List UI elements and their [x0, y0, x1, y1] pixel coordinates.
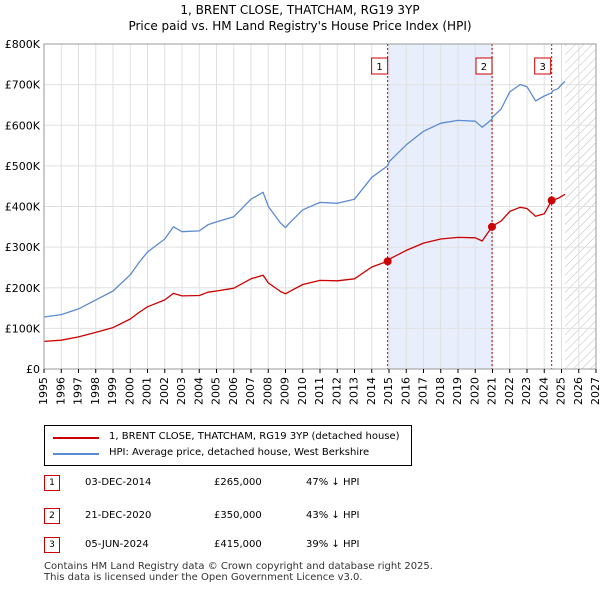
x-tick-label: 2000 — [123, 377, 136, 405]
x-tick-label: 2010 — [296, 377, 309, 405]
y-tick-label: £800K — [5, 38, 41, 51]
y-tick-label: £600K — [5, 119, 41, 132]
sale-price-3: £415,000 — [214, 539, 262, 550]
sale-badges: 1 2 3 — [371, 57, 552, 75]
x-tick-label: 2020 — [468, 377, 481, 405]
x-tick-label: 2023 — [520, 377, 533, 405]
y-tick-label: £500K — [5, 160, 41, 173]
x-tick-label: 2027 — [589, 377, 600, 405]
x-tick-label: 2002 — [158, 377, 171, 405]
y-tick-label: £300K — [5, 241, 41, 254]
x-tick-label: 2025 — [555, 377, 568, 405]
hpi-line — [43, 80, 566, 318]
chart-badge-box-1 — [371, 57, 389, 75]
legend-label-property: 1, BRENT CLOSE, THATCHAM, RG19 3YP (deta… — [109, 431, 400, 442]
sale-hpi-2: 43% ↓ HPI — [306, 510, 360, 521]
x-tick-label: 2006 — [227, 377, 240, 405]
property-line — [43, 193, 566, 343]
x-tick-label: 2011 — [313, 377, 326, 405]
sale-date-1: 03-DEC-2014 — [85, 477, 152, 488]
legend-swatch-property — [53, 437, 99, 439]
legend-swatch-hpi — [53, 453, 99, 455]
x-tick-label: 2005 — [210, 377, 223, 405]
sale-point-2 — [487, 222, 496, 231]
x-tick-label: 2007 — [244, 377, 257, 405]
x-tick-label: 2009 — [279, 377, 292, 405]
x-tick-label: 2003 — [175, 377, 188, 405]
chart-title: 1, BRENT CLOSE, THATCHAM, RG19 3YP — [180, 3, 420, 17]
chart-subtitle: Price paid vs. HM Land Registry's House … — [128, 19, 472, 33]
x-tick-label: 2017 — [417, 377, 430, 405]
sale-point-1 — [383, 257, 392, 266]
sale-price-1: £265,000 — [214, 477, 262, 488]
chart-badge-1: 1 — [376, 62, 382, 73]
x-tick-label: 2004 — [192, 377, 205, 405]
sale-badge-3: 3 — [44, 537, 60, 553]
sale-badge-1: 1 — [44, 475, 60, 491]
footer-copyright: Contains HM Land Registry data © Crown c… — [44, 561, 433, 572]
sale-price-2: £350,000 — [214, 510, 262, 521]
sale-hpi-3: 39% ↓ HPI — [306, 539, 360, 550]
x-tick-label: 2001 — [141, 377, 154, 405]
x-tick-label: 1997 — [72, 377, 85, 405]
legend-label-hpi: HPI: Average price, detached house, West… — [109, 447, 370, 458]
x-tick-label: 1996 — [54, 377, 67, 405]
axes: £0 £100K £200K £300K £400K £500K £600K £700K £80… — [5, 38, 600, 405]
series — [43, 80, 566, 343]
x-tick-label: 2016 — [399, 377, 412, 405]
x-tick-label: 2024 — [537, 377, 550, 405]
chart-badge-3: 3 — [539, 62, 545, 73]
x-tick-label: 2013 — [348, 377, 361, 405]
x-tick-label: 2015 — [382, 377, 395, 405]
sale-badge-2: 2 — [44, 508, 60, 524]
x-tick-label: 2014 — [365, 377, 378, 405]
x-tick-label: 2026 — [572, 377, 585, 405]
legend: 1, BRENT CLOSE, THATCHAM, RG19 3YP (deta… — [44, 425, 412, 466]
y-tick-label: £200K — [5, 282, 41, 295]
x-tick-label: 1995 — [37, 377, 50, 405]
sale-date-3: 05-JUN-2024 — [85, 539, 149, 550]
footer: Contains HM Land Registry data © Crown c… — [44, 561, 433, 583]
y-tick-label: £700K — [5, 79, 41, 92]
sale-point-3 — [547, 196, 556, 205]
y-tick-label: £0 — [26, 363, 40, 376]
y-tick-label: £100K — [5, 322, 41, 335]
x-tick-label: 2021 — [486, 377, 499, 405]
sale-date-2: 21-DEC-2020 — [85, 510, 152, 521]
footer-licence: This data is licensed under the Open Gov… — [44, 572, 363, 583]
x-tick-label: 2022 — [503, 377, 516, 405]
y-tick-label: £400K — [5, 201, 41, 214]
chart-badge-box-2 — [475, 57, 493, 75]
price-chart: £0 £100K £200K £300K £400K £500K £600K £700K £80… — [5, 38, 600, 405]
x-tick-label: 1998 — [89, 377, 102, 405]
x-tick-label: 2019 — [451, 377, 464, 405]
x-tick-label: 2012 — [330, 377, 343, 405]
chart-badge-2: 2 — [481, 62, 487, 73]
x-tick-label: 2008 — [261, 377, 274, 405]
x-tick-label: 2018 — [434, 377, 447, 405]
chart-badge-box-3 — [534, 57, 552, 75]
x-tick-label: 1999 — [106, 377, 119, 405]
sale-hpi-1: 47% ↓ HPI — [306, 477, 360, 488]
